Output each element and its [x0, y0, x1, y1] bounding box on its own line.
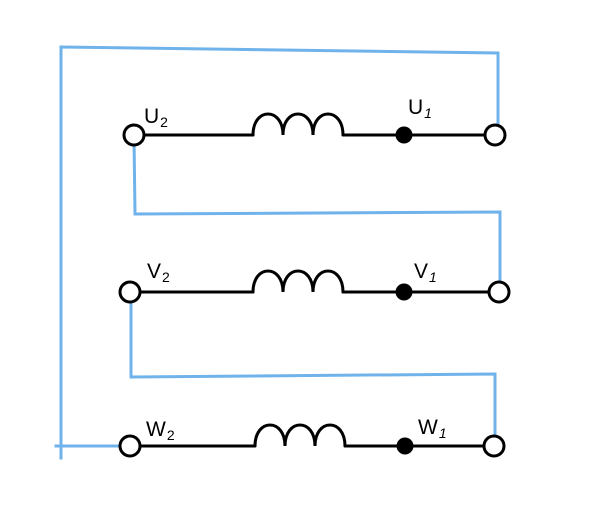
coil	[251, 269, 345, 294]
label-sub: 2	[160, 114, 168, 130]
label-v2: V2	[147, 260, 170, 285]
label-u1: U1	[408, 96, 432, 121]
label-sub: 2	[167, 427, 175, 443]
label-main: V	[414, 260, 428, 283]
terminal-v1[interactable]	[487, 280, 511, 304]
label-main: U	[144, 105, 159, 128]
label-sub: 1	[439, 425, 447, 441]
polarity-dot-w	[396, 437, 414, 455]
winding-v: V2 V1	[118, 260, 511, 304]
connection-u2-to-v1	[132, 135, 502, 287]
terminal-u2[interactable]	[122, 123, 146, 147]
connection-v2-to-w1	[129, 295, 497, 442]
label-main: U	[408, 96, 423, 119]
label-main: W	[418, 416, 438, 439]
label-w1: W1	[418, 416, 447, 441]
label-main: V	[147, 260, 161, 283]
terminal-u1[interactable]	[483, 123, 507, 147]
label-v1: V1	[414, 260, 437, 285]
label-u2: U2	[144, 105, 168, 130]
label-sub: 2	[162, 269, 170, 285]
label-sub: 1	[424, 105, 432, 121]
label-w2: W2	[146, 418, 175, 443]
winding-w: W2 W1	[118, 416, 506, 458]
terminal-w2[interactable]	[118, 434, 142, 458]
polarity-dot-v	[395, 283, 413, 301]
coil	[251, 112, 345, 137]
terminal-v2[interactable]	[118, 280, 142, 304]
label-main: W	[146, 418, 166, 441]
label-sub: 1	[429, 269, 437, 285]
connection-wires	[54, 45, 502, 460]
terminal-w1[interactable]	[482, 434, 506, 458]
winding-u: U2 U1	[122, 96, 507, 147]
polarity-dot-u	[395, 126, 413, 144]
connection-u1-to-w2	[54, 45, 500, 460]
coil	[253, 423, 347, 448]
